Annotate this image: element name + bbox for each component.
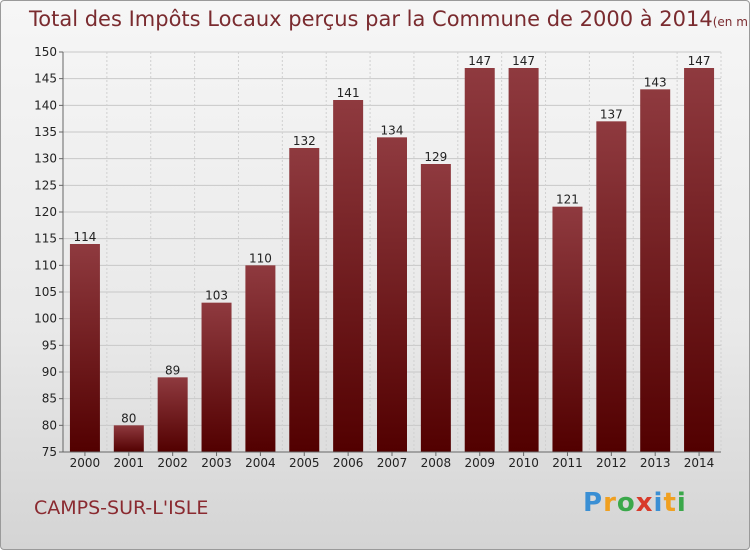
y-tick-label: 115 [34,232,57,246]
y-tick-label: 80 [42,418,57,432]
value-label-2004: 110 [249,251,272,265]
value-label-2000: 114 [73,230,96,244]
bar-2006 [333,100,364,452]
bar-2014 [684,68,715,452]
y-tick-label: 120 [34,205,57,219]
logo-letter: o [616,488,636,518]
x-tick-label-2013: 2013 [640,456,671,470]
value-label-2005: 132 [293,134,316,148]
y-tick-label: 145 [34,72,57,86]
y-tick-label: 150 [34,45,57,59]
bar-2001 [113,425,144,452]
x-tick-label-2000: 2000 [70,456,101,470]
bar-2010 [508,68,539,452]
x-tick-label-2011: 2011 [552,456,583,470]
x-tick-label-2001: 2001 [114,456,145,470]
bar-2000 [69,244,100,452]
y-tick-label: 95 [42,338,57,352]
value-label-2008: 129 [424,150,447,164]
value-label-2014: 147 [688,54,711,68]
y-tick-label: 130 [34,152,57,166]
y-tick-label: 90 [42,365,57,379]
y-tick-label: 125 [34,178,57,192]
x-tick-label-2014: 2014 [684,456,715,470]
proxiti-logo: Proxiti [583,488,687,518]
value-label-2009: 147 [468,54,491,68]
bar-2007 [377,137,407,453]
logo-letter: t [663,488,677,518]
bar-2009 [464,68,495,452]
value-label-2012: 137 [600,107,623,121]
logo-letter: i [653,488,664,518]
value-label-2001: 80 [121,411,136,425]
y-tick-label: 135 [34,125,57,139]
bar-2011 [552,206,583,452]
x-tick-label-2009: 2009 [464,456,495,470]
x-tick-label-2012: 2012 [596,456,627,470]
unit-note: (en milliers d'€) [712,15,750,29]
x-tick-label-2004: 2004 [245,456,276,470]
y-tick-label: 105 [34,285,57,299]
logo-letter: x [635,488,654,518]
x-tick-label-2010: 2010 [508,456,539,470]
value-label-2003: 103 [205,289,228,303]
commune-name: CAMPS-SUR-L'ISLE [34,497,209,519]
bar-2012 [596,121,627,452]
logo-letter: P [583,488,604,518]
x-tick-label-2006: 2006 [333,456,364,470]
y-tick-label: 140 [34,98,57,112]
y-tick-label: 100 [34,312,57,326]
logo-letter: r [603,488,617,518]
axes: 75 80 85 90 95 100 105 110 115 120 125 130 135 140 145… [34,45,721,470]
bar-2004 [245,265,276,452]
value-label-2010: 147 [512,54,535,68]
value-label-2013: 143 [644,75,667,89]
x-tick-label-2002: 2002 [157,456,188,470]
value-label-2011: 121 [556,193,579,207]
x-tick-label-2005: 2005 [289,456,320,470]
chart-title: Total des Impôts Locaux perçus par la Co… [29,7,750,31]
bar-2013 [640,89,671,452]
y-tick-label: 85 [42,392,57,406]
x-tick-label-2008: 2008 [421,456,452,470]
bar-2005 [289,148,320,452]
logo-letter: i [676,488,687,518]
value-label-2006: 141 [337,86,360,100]
bars: 114 80 89 103 110 132 141 134 129 147 147 121 137 143… [69,54,715,453]
value-label-2007: 134 [381,123,404,137]
chart-title-text: Total des Impôts Locaux perçus par la Co… [29,7,713,31]
x-tick-label-2007: 2007 [377,456,408,470]
bar-2003 [201,302,232,452]
value-label-2002: 89 [165,363,180,377]
y-tick-label: 110 [34,258,57,272]
bar-2008 [420,164,451,452]
bar-2002 [157,377,188,452]
y-tick-label: 75 [42,445,57,459]
x-tick-label-2003: 2003 [201,456,232,470]
